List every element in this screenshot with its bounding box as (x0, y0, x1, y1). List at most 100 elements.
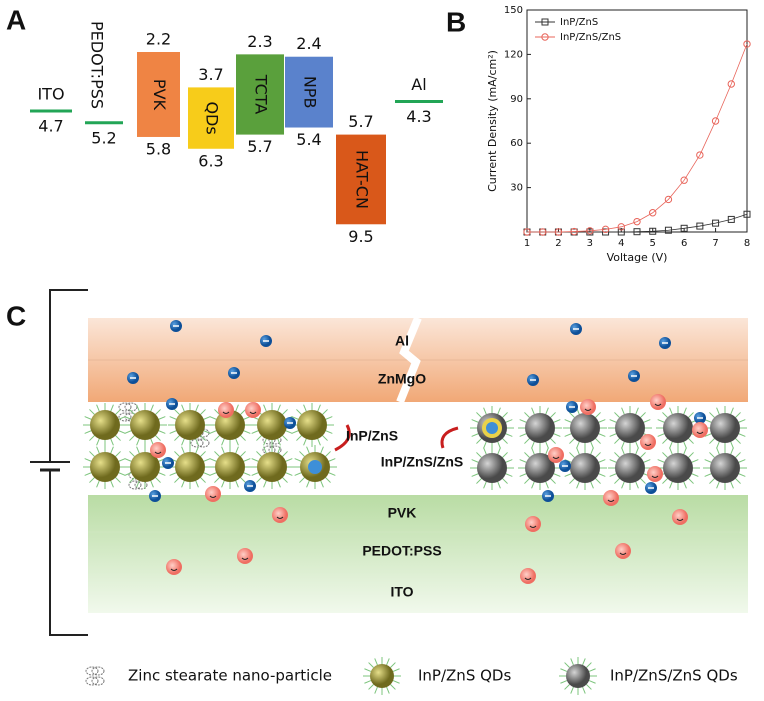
ligand (299, 477, 305, 483)
legend-label: InP/ZnS/ZnS QDs (610, 667, 738, 685)
ligand (118, 430, 126, 434)
hole (520, 568, 536, 584)
ligand (124, 416, 132, 420)
ligand (203, 472, 211, 476)
marker (601, 225, 610, 234)
hole (150, 442, 166, 458)
material-name: PVK (150, 79, 169, 111)
x-tick-label: 2 (555, 238, 561, 249)
quantum-dot (297, 410, 327, 440)
ligand (368, 662, 374, 668)
marker (539, 228, 547, 236)
material-name: TCTA (252, 74, 271, 115)
ligand (483, 481, 487, 489)
ligand (609, 419, 617, 423)
marker (696, 222, 704, 230)
ligand (709, 438, 715, 444)
ligand (505, 419, 513, 423)
ligand (174, 451, 180, 457)
ligand (609, 433, 617, 437)
material-name: Al (411, 75, 426, 94)
ligand (582, 658, 586, 666)
ligand (738, 473, 746, 477)
ligand (181, 438, 185, 446)
ligand (560, 680, 568, 684)
hole (548, 447, 564, 463)
ligand (110, 480, 114, 488)
ligand (124, 430, 132, 434)
ligand (716, 407, 720, 415)
marker (712, 219, 720, 227)
ligand (277, 446, 281, 454)
ligand (221, 438, 225, 446)
ligand (320, 446, 324, 454)
ligand (519, 459, 527, 463)
marker (554, 228, 563, 236)
ligand (545, 441, 549, 449)
ligand (322, 435, 328, 441)
ligand (502, 438, 508, 444)
hole (640, 434, 656, 450)
quantum-dot (615, 413, 645, 443)
ligand (635, 481, 639, 489)
ligand (303, 438, 307, 446)
ligand (595, 452, 601, 458)
ligand (169, 416, 177, 420)
ligand (221, 446, 225, 454)
ligand (243, 430, 251, 434)
ligand (683, 407, 687, 415)
ligand (609, 459, 617, 463)
ligand (545, 481, 549, 489)
hole-face (170, 568, 178, 571)
ligand (730, 407, 734, 415)
ligand (621, 407, 625, 415)
ligand (306, 480, 310, 488)
hole-face (249, 411, 257, 414)
ligand (531, 481, 535, 489)
ligand (643, 459, 651, 463)
quantum-dot (477, 453, 507, 483)
qd-label: InP/ZnS (346, 428, 398, 444)
hole (218, 402, 234, 418)
homo-value: 9.5 (348, 227, 373, 246)
ligand (240, 451, 246, 457)
ligand (553, 473, 561, 477)
arrow (334, 424, 351, 452)
ligand (282, 435, 288, 441)
ligand (158, 472, 166, 476)
energy-box (188, 87, 234, 149)
ligand (505, 459, 513, 463)
quantum-dot (663, 413, 693, 443)
ligand (738, 419, 746, 423)
ligand (621, 447, 625, 455)
ligand (209, 472, 217, 476)
quantum-dot (663, 453, 693, 483)
ligand (483, 441, 487, 449)
ligand (476, 452, 482, 458)
ligand (614, 478, 620, 484)
ligand (115, 409, 121, 415)
ligand (709, 412, 715, 418)
ligand (169, 472, 177, 476)
ligand (200, 451, 206, 457)
hole-face (654, 403, 662, 406)
ligand (569, 412, 575, 418)
quantum-dot (370, 664, 394, 688)
ligand (553, 433, 561, 437)
ligand (688, 412, 694, 418)
homo-value: 5.8 (146, 139, 171, 158)
plot-frame (526, 9, 748, 233)
ligand (570, 686, 574, 694)
marker (633, 228, 641, 236)
ligand (235, 404, 239, 412)
legend-label: InP/ZnS QDs (418, 667, 511, 685)
ligand (704, 473, 712, 477)
quantum-dot (215, 410, 245, 440)
ligand (200, 409, 206, 415)
ligand (251, 458, 259, 462)
marker (649, 227, 657, 235)
ligand (285, 458, 293, 462)
ligand (320, 480, 324, 488)
ligand (704, 459, 712, 463)
ligand (256, 477, 262, 483)
